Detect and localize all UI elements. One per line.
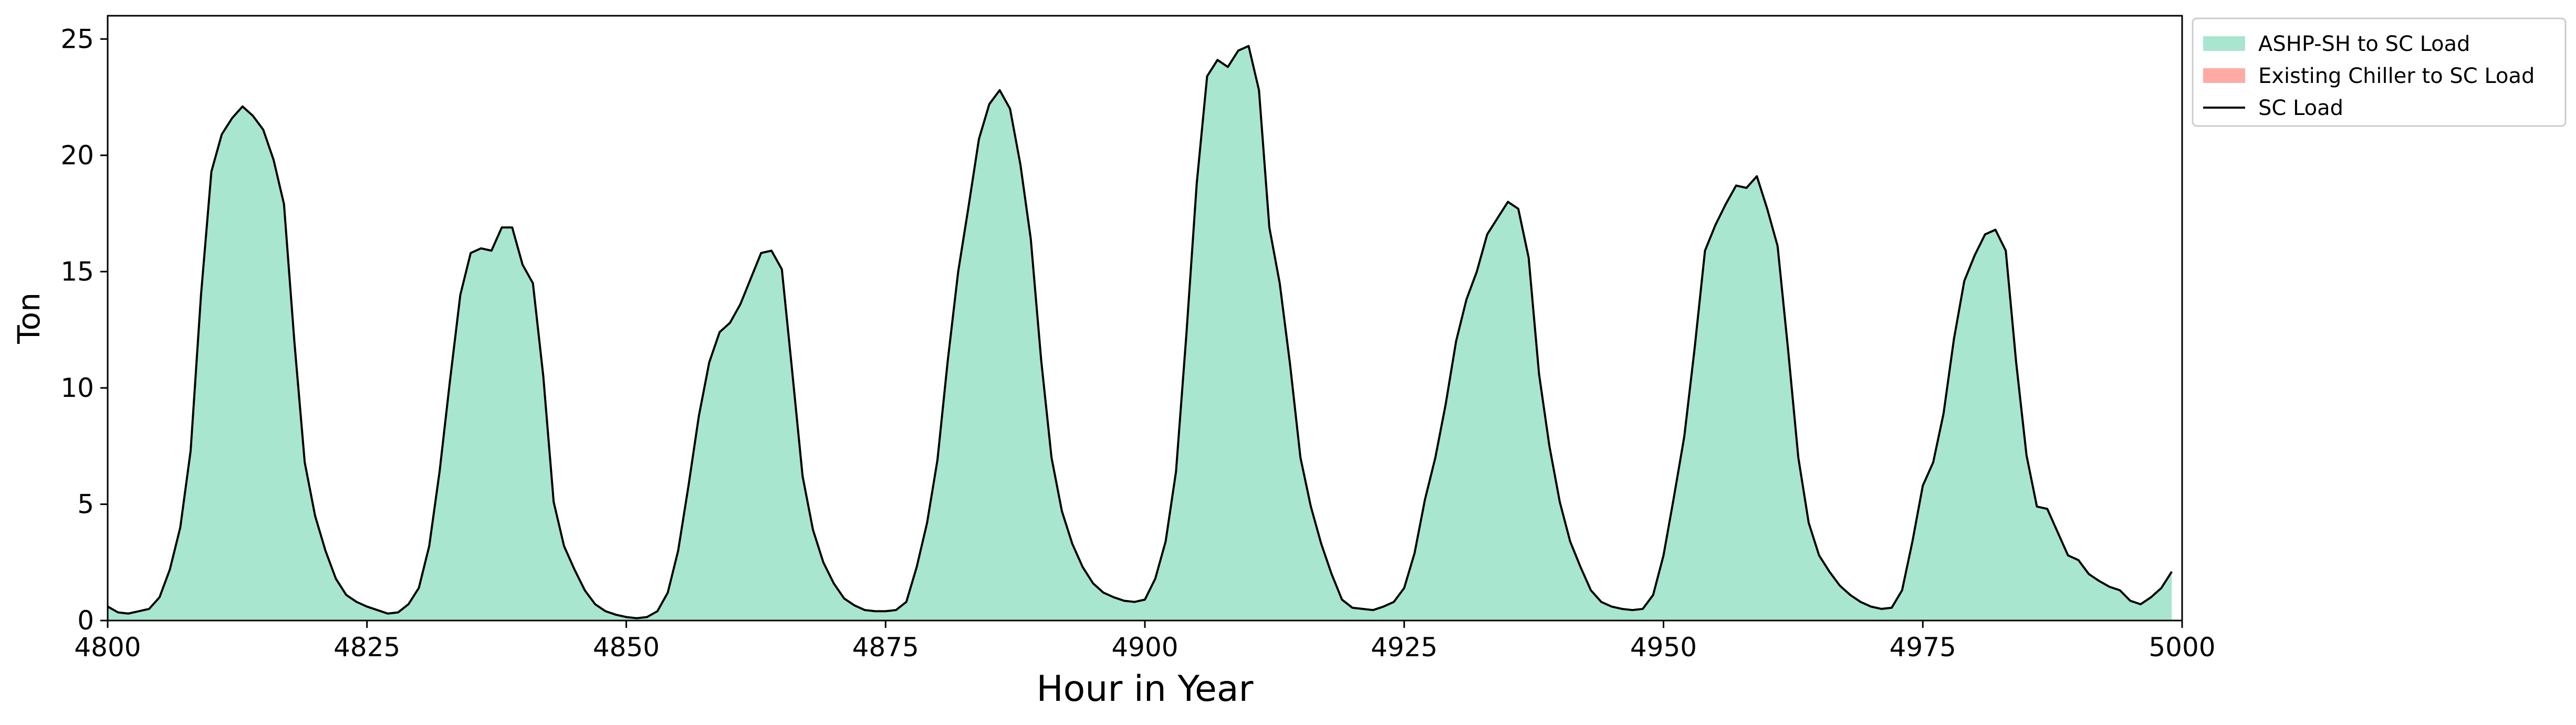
x-axis-label: Hour in Year <box>1037 668 1254 710</box>
y-axis-label: Ton <box>11 292 47 344</box>
y-tick-label: 20 <box>60 140 94 171</box>
legend-box <box>2192 17 2567 127</box>
x-axis: 4800 4825 4850 4875 4900 4925 4950 4975 5000 <box>74 621 2216 663</box>
y-tick-label: 0 <box>77 605 94 636</box>
legend-label: SC Load <box>2258 96 2343 120</box>
y-tick-label: 10 <box>60 373 94 403</box>
x-tick-label: 4800 <box>74 632 141 663</box>
legend-swatch <box>2203 36 2245 51</box>
y-axis: 0 5 10 15 20 25 <box>60 24 108 636</box>
x-tick-label: 4875 <box>852 632 919 663</box>
y-tick-label: 25 <box>60 24 94 54</box>
x-tick-label: 4950 <box>1630 632 1697 663</box>
legend: ASHP-SH to SC Load Existing Chiller to SC… <box>2192 17 2567 127</box>
x-tick-label: 4975 <box>1890 632 1956 663</box>
legend-label: ASHP-SH to SC Load <box>2258 32 2470 56</box>
x-tick-label: 4850 <box>593 632 660 663</box>
x-tick-label: 4825 <box>333 632 400 663</box>
y-tick-label: 5 <box>77 489 94 519</box>
legend-label: Existing Chiller to SC Load <box>2258 64 2535 88</box>
y-tick-label: 15 <box>60 256 94 287</box>
legend-swatch <box>2203 68 2245 83</box>
x-tick-label: 5000 <box>2149 632 2215 663</box>
line-series-sc-load <box>107 45 2173 619</box>
x-tick-label: 4900 <box>1111 632 1178 663</box>
area-series-0 <box>108 46 2172 621</box>
plot-frame <box>107 15 2183 622</box>
x-tick-label: 4925 <box>1371 632 1437 663</box>
plot-area <box>107 45 2173 621</box>
